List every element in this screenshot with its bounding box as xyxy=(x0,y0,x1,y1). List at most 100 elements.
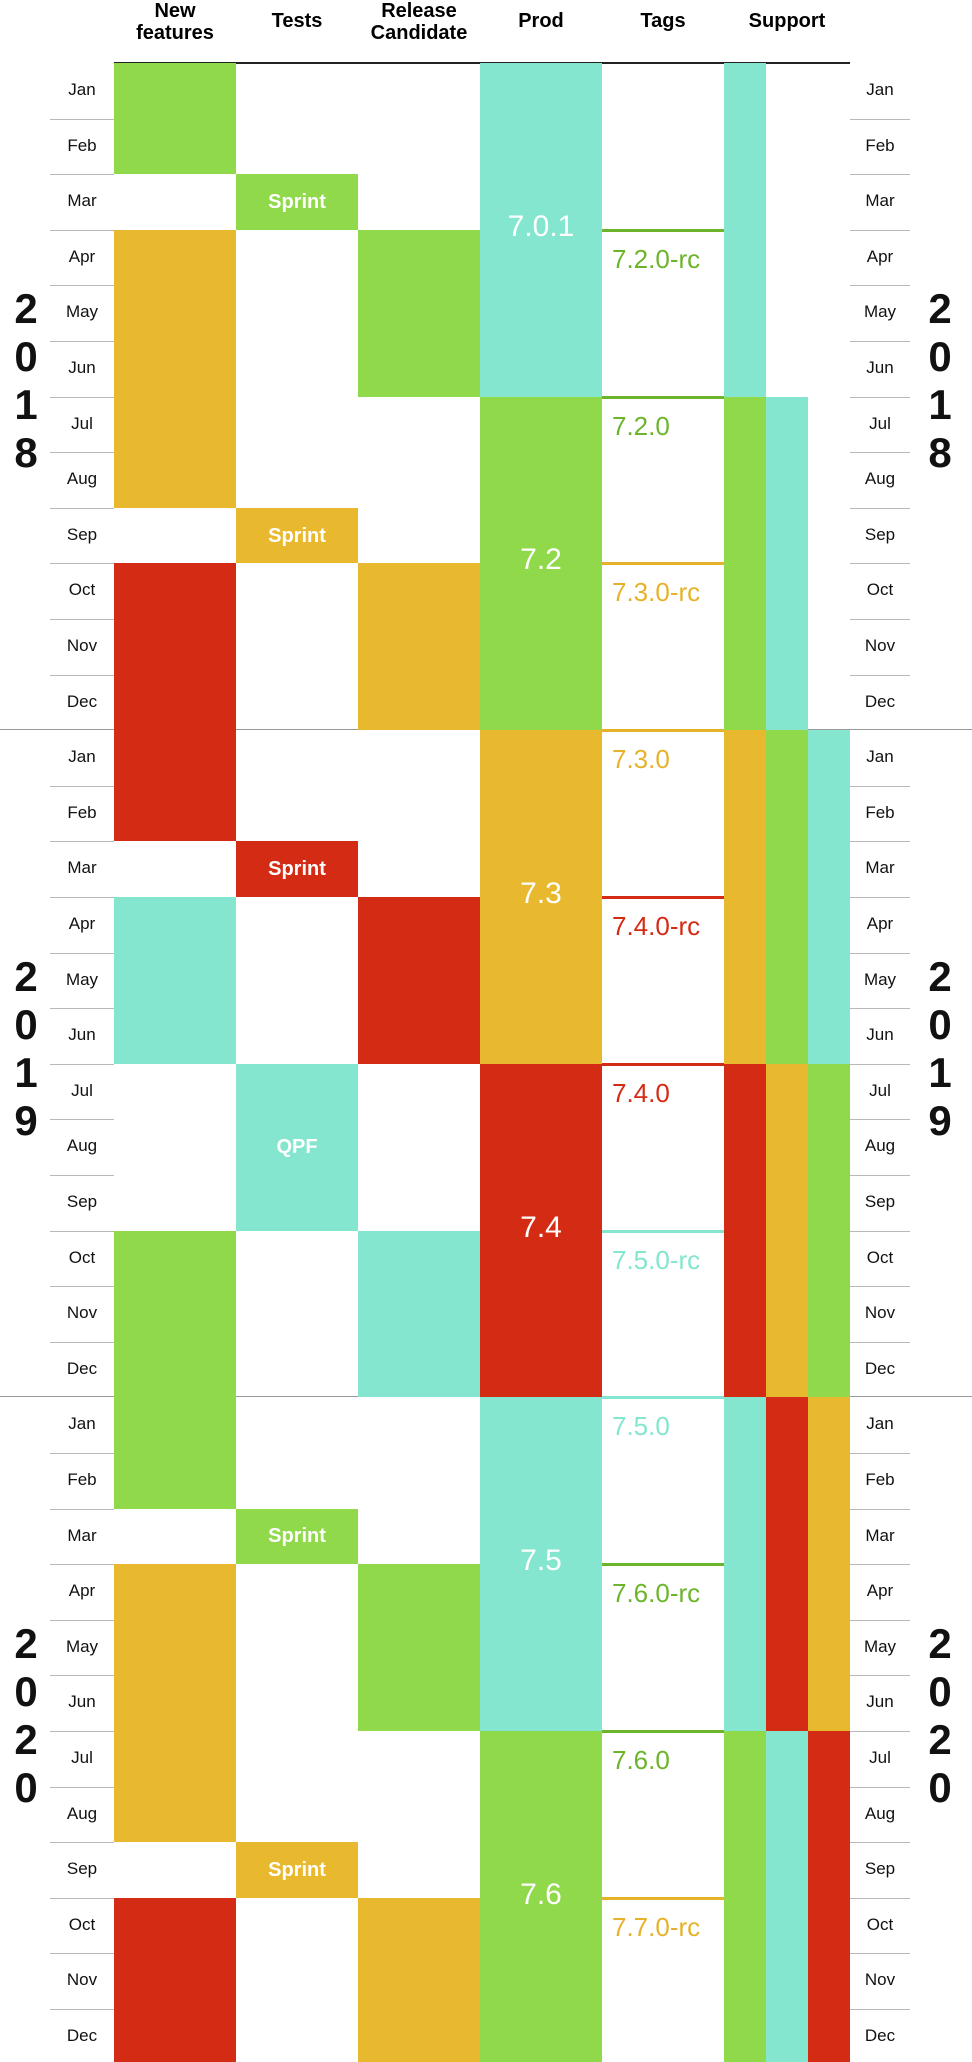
year-digit-left: 0 xyxy=(14,1000,38,1048)
month-label-left: Dec xyxy=(66,691,98,711)
tag-marker-line xyxy=(602,729,724,733)
year-digit-right: 9 xyxy=(928,1096,952,1144)
month-divider-right xyxy=(850,1675,910,1677)
month-label-left: Nov xyxy=(66,636,98,655)
month-label-right: Sep xyxy=(864,1859,896,1879)
month-divider-right xyxy=(850,1230,910,1232)
month-label-left: Apr xyxy=(68,914,96,933)
tag-label: 7.2.0 xyxy=(612,410,670,441)
header-new-features: New features xyxy=(136,0,214,44)
month-label-right: Dec xyxy=(864,691,896,711)
month-divider-left xyxy=(50,1897,114,1899)
tests-block xyxy=(236,1508,358,1565)
month-divider-left xyxy=(50,952,114,954)
release-candidate-block xyxy=(358,229,480,397)
month-divider-right xyxy=(850,1063,910,1065)
year-digit-left: 2 xyxy=(14,952,38,1000)
header-support: Support xyxy=(748,10,826,32)
month-label-right: Jun xyxy=(866,1025,894,1045)
prod-block xyxy=(480,730,602,1064)
support-block xyxy=(808,1063,850,1398)
month-label-right: Oct xyxy=(866,1914,894,1934)
month-label-right: Jan xyxy=(866,80,894,99)
month-label-left: May xyxy=(65,969,99,989)
year-digit-left: 9 xyxy=(14,1096,38,1144)
tests-block-label: Sprint xyxy=(268,524,326,547)
month-divider-right xyxy=(850,1842,910,1844)
month-label-right: Jun xyxy=(866,1692,894,1712)
month-divider-right xyxy=(850,2009,910,2010)
month-divider-right xyxy=(850,285,910,287)
tests-block xyxy=(236,507,358,564)
support-block xyxy=(724,730,766,1064)
month-label-right: Feb xyxy=(865,135,895,155)
year-digit-right: 2 xyxy=(928,952,952,1000)
month-divider-left xyxy=(50,1286,114,1288)
month-label-right: Jul xyxy=(869,413,891,433)
month-label-right: Apr xyxy=(866,914,894,933)
tag-marker-line xyxy=(602,896,724,899)
support-block xyxy=(724,63,766,397)
prod-version-label: 7.4 xyxy=(520,1210,562,1244)
tests-block xyxy=(236,1063,358,1231)
prod-block xyxy=(480,63,602,397)
month-divider-left xyxy=(50,452,114,454)
tag-marker-line xyxy=(602,228,724,232)
year-digit-left: 1 xyxy=(14,1048,38,1096)
month-label-right: Dec xyxy=(864,1358,896,1378)
year-digit-left: 0 xyxy=(14,1667,38,1715)
month-label-left: Sep xyxy=(66,524,98,544)
tag-label: 7.7.0-rc xyxy=(612,1911,701,1942)
month-divider-left xyxy=(50,285,114,287)
tag-label: 7.3.0 xyxy=(612,744,670,775)
month-label-right: Jul xyxy=(869,1080,891,1100)
month-divider-right xyxy=(850,1175,910,1176)
month-label-left: Nov xyxy=(66,1970,98,1990)
support-block xyxy=(724,1397,766,1731)
new-features-block xyxy=(114,1230,236,1509)
header-prod: Prod xyxy=(518,10,564,32)
month-divider-left xyxy=(50,118,114,120)
month-divider-right xyxy=(850,1008,910,1010)
month-label-right: Oct xyxy=(866,1247,894,1267)
year-digit-left: 2 xyxy=(14,285,38,333)
month-divider-left xyxy=(50,1230,114,1232)
year-digit-right: 2 xyxy=(928,1619,952,1667)
month-label-left: Mar xyxy=(67,1525,97,1545)
year-digit-right: 8 xyxy=(928,429,952,477)
month-divider-left xyxy=(50,507,114,509)
new-features-block xyxy=(114,897,236,1064)
support-block xyxy=(766,396,808,731)
support-block xyxy=(766,1397,808,1731)
month-divider-right xyxy=(850,452,910,454)
tag-marker-line xyxy=(602,395,724,399)
month-divider-right xyxy=(850,1286,910,1288)
month-divider-right xyxy=(850,1619,910,1621)
month-label-left: Sep xyxy=(66,1859,98,1879)
tests-block xyxy=(236,841,358,897)
prod-block xyxy=(480,396,602,731)
month-divider-left xyxy=(50,1063,114,1065)
month-divider-right xyxy=(850,897,910,898)
month-divider-left xyxy=(50,1564,114,1566)
month-label-left: Apr xyxy=(68,246,96,266)
month-divider-left xyxy=(50,1786,114,1788)
month-label-left: Apr xyxy=(68,1581,96,1601)
month-label-right: Oct xyxy=(866,580,894,600)
month-label-right: Mar xyxy=(865,858,895,878)
month-label-left: Dec xyxy=(66,1358,98,1378)
tag-label: 7.2.0-rc xyxy=(612,243,701,274)
tag-marker-line xyxy=(602,1229,724,1233)
year-digit-left: 8 xyxy=(14,429,38,477)
month-label-right: Sep xyxy=(864,1192,896,1211)
tag-marker-line xyxy=(602,562,724,566)
tests-block-label: Sprint xyxy=(268,191,326,213)
month-divider-left xyxy=(50,841,114,843)
month-label-left: May xyxy=(65,1636,99,1656)
month-label-right: Nov xyxy=(864,636,896,655)
month-label-right: Nov xyxy=(864,1970,896,1990)
new-features-block xyxy=(114,1897,236,2062)
month-divider-right xyxy=(850,1564,910,1566)
support-block xyxy=(724,396,766,731)
month-label-left: Feb xyxy=(67,135,97,155)
